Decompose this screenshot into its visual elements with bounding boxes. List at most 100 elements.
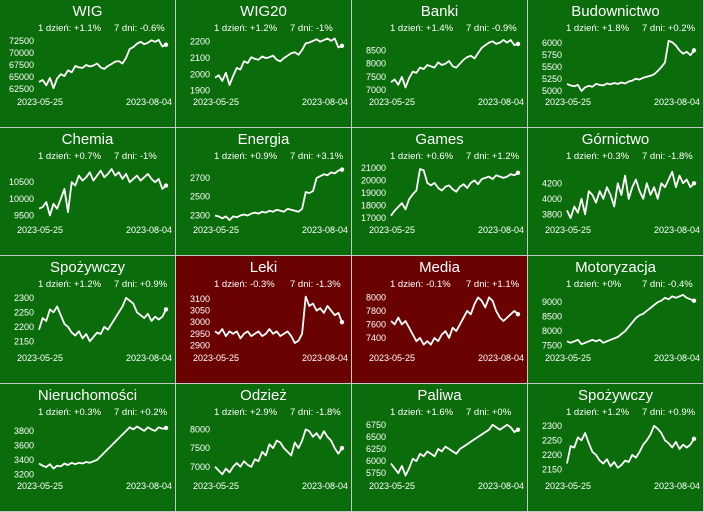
chart-panel: Banki 1 dzień: +1.4% 7 dni: -0.9% 2023-05-2…	[352, 0, 527, 127]
line-plot: 62500 65000 67500 70000 72500	[9, 36, 169, 94]
change-7-days: 7 dni: -1.3%	[290, 279, 341, 290]
y-tick-label: 7000	[190, 462, 210, 472]
last-point	[163, 42, 169, 47]
x-end-label: 2023-08-04	[301, 481, 348, 491]
x-start-label: 2023-05-25	[545, 225, 592, 235]
y-tick-label: 72500	[9, 36, 34, 46]
change-7-days: 7 dni: +3.1%	[290, 151, 344, 162]
change-1-day: 1 dzień: +1.4%	[390, 23, 454, 34]
last-point	[339, 445, 345, 451]
chart-title: WIG20	[240, 3, 287, 20]
y-tick-label: 2300	[14, 293, 34, 303]
y-tick-label: 2200	[542, 450, 562, 460]
last-point	[163, 425, 169, 431]
last-point	[339, 319, 345, 325]
line-plot: 3200 3400 3600 3800	[14, 425, 169, 479]
y-tick-label: 7400	[366, 333, 386, 343]
y-tick-label: 10000	[9, 194, 34, 204]
series-line	[214, 295, 343, 344]
chart-panel: Nieruchomości 1 dzień: +0.3% 7 dni: +0.2% 2…	[0, 384, 175, 511]
y-tick-label: 6500	[366, 432, 386, 442]
y-tick-label: 67500	[9, 60, 34, 70]
x-end-label: 2023-08-04	[125, 225, 172, 235]
change-1-day: 1 dzień: +1.2%	[214, 23, 278, 34]
series-line	[390, 423, 519, 477]
y-tick-label: 3100	[190, 294, 210, 304]
chart-title: WIG	[72, 3, 103, 20]
line-plot: 5750 6000 6250 6500 6750	[366, 420, 521, 478]
y-tick-label: 5000	[542, 86, 562, 96]
y-tick-label: 2300	[542, 421, 562, 431]
x-start-label: 2023-05-25	[545, 353, 592, 363]
x-start-label: 2023-05-25	[193, 225, 240, 235]
line-plot: 2150 2200 2250 2300	[542, 421, 697, 474]
y-tick-label: 4000	[542, 194, 562, 204]
x-end-label: 2023-08-04	[477, 97, 524, 107]
y-tick-label: 17000	[361, 213, 386, 223]
line-plot: 1900 2000 2100 2200	[190, 37, 345, 96]
chart-title: Paliwa	[417, 387, 462, 404]
line-plot: 7400 7600 7800 8000	[366, 292, 521, 346]
x-start-label: 2023-05-25	[17, 481, 64, 491]
y-tick-label: 3050	[190, 306, 210, 316]
x-end-label: 2023-08-04	[125, 481, 172, 491]
y-tick-label: 7500	[366, 72, 386, 82]
y-tick-label: 2150	[542, 464, 562, 474]
line-plot: 17000 18000 19000 20000 21000	[361, 163, 521, 223]
series-line	[566, 170, 695, 219]
x-end-label: 2023-08-04	[477, 353, 524, 363]
last-point	[163, 307, 169, 312]
chart-title: Leki	[249, 259, 278, 276]
series-line	[214, 428, 343, 476]
change-1-day: 1 dzień: +2.9%	[214, 407, 278, 418]
x-end-label: 2023-08-04	[125, 353, 172, 363]
last-point	[339, 43, 345, 49]
x-end-label: 2023-08-04	[653, 225, 700, 235]
y-tick-label: 5750	[366, 468, 386, 478]
y-tick-label: 21000	[361, 163, 386, 173]
x-end-label: 2023-08-04	[477, 481, 524, 491]
change-7-days: 7 dni: -1.8%	[290, 407, 341, 418]
y-tick-label: 7800	[366, 306, 386, 316]
y-tick-label: 8000	[542, 326, 562, 336]
chart-title: Chemia	[61, 131, 114, 148]
change-7-days: 7 dni: -1%	[290, 23, 333, 34]
chart-panel: Paliwa 1 dzień: +1.6% 7 dni: +0% 2023-05-25…	[352, 384, 527, 511]
series-line	[566, 294, 695, 346]
y-tick-label: 2500	[190, 192, 210, 202]
y-tick-label: 2200	[14, 322, 34, 332]
change-1-day: 1 dzień: +1.2%	[38, 279, 102, 290]
chart-title: Motoryzacja	[575, 259, 656, 276]
line-plot: 5000 5250 5500 5750 6000	[542, 38, 697, 96]
change-7-days: 7 dni: +0.9%	[114, 279, 168, 290]
y-tick-label: 5250	[542, 74, 562, 84]
y-tick-label: 6000	[542, 38, 562, 48]
chart-panel: WIG 1 dzień: +1.1% 7 dni: -0.6% 2023-05-25 2…	[0, 0, 175, 127]
x-start-label: 2023-05-25	[193, 481, 240, 491]
y-tick-label: 9000	[542, 297, 562, 307]
line-plot: 7500 8000 8500 9000	[542, 294, 697, 351]
change-1-day: 1 dzień: -0.3%	[214, 279, 275, 290]
chart-panel: Motoryzacja 1 dzień: +0% 7 dni: -0.4% 2023-…	[528, 256, 703, 383]
change-1-day: 1 dzień: +0.6%	[390, 151, 454, 162]
change-1-day: 1 dzień: +0.7%	[38, 151, 102, 162]
y-tick-label: 2000	[190, 69, 210, 79]
series-line	[38, 425, 167, 470]
change-7-days: 7 dni: +0.2%	[114, 407, 168, 418]
chart-panel: Media 1 dzień: -0.1% 7 dni: +1.1% 2023-05-2…	[352, 256, 527, 383]
y-tick-label: 6750	[366, 420, 386, 430]
line-plot: 7000 7500 8000 8500	[366, 39, 521, 95]
y-tick-label: 5500	[542, 62, 562, 72]
chart-panel: Górnictwo 1 dzień: +0.3% 7 dni: -1.8% 2023-…	[528, 128, 703, 255]
y-tick-label: 70000	[9, 48, 34, 58]
x-start-label: 2023-05-25	[17, 97, 64, 107]
y-tick-label: 2200	[190, 37, 210, 47]
last-point	[163, 183, 169, 188]
series-line	[566, 39, 695, 92]
y-tick-label: 3200	[14, 469, 34, 479]
x-end-label: 2023-08-04	[301, 97, 348, 107]
chart-panel: Spożywczy 1 dzień: +1.2% 7 dni: +0.9% 2023-…	[528, 384, 703, 511]
change-1-day: 1 dzień: +0.3%	[38, 407, 102, 418]
change-1-day: 1 dzień: +1.2%	[566, 407, 630, 418]
